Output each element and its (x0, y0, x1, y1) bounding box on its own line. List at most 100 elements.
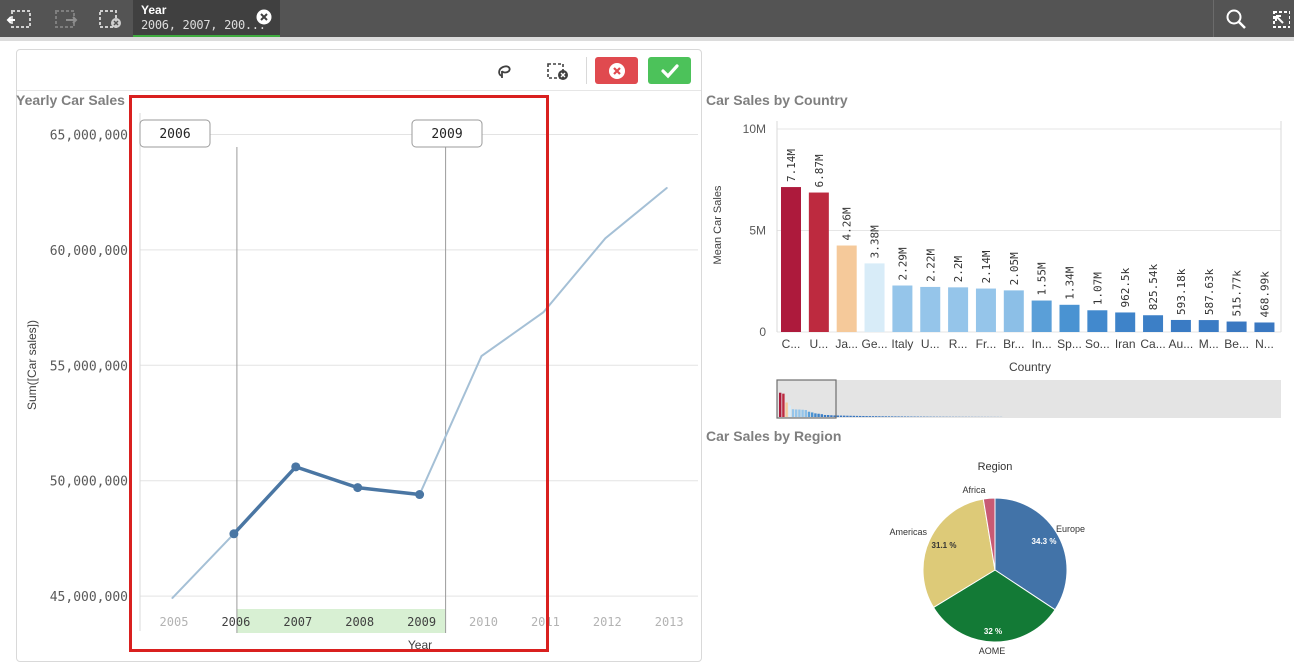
line-point-2005[interactable] (171, 597, 173, 599)
line-point-2008[interactable] (353, 483, 363, 493)
bar-value-label: 593.18k (1175, 268, 1188, 315)
pie-legend-title: Region (978, 461, 1013, 473)
bar-category-label[interactable]: C... (782, 337, 801, 351)
cancel-selection-button[interactable] (595, 57, 638, 84)
range-end-handle[interactable]: 2009 (411, 119, 483, 148)
range-start-handle[interactable]: 2006 (139, 119, 211, 148)
scrollbar-preview-bar (843, 415, 846, 417)
bar-0[interactable] (781, 187, 801, 332)
bar-category-label[interactable]: U... (921, 337, 940, 351)
bar-category-label[interactable]: Ge... (862, 337, 888, 351)
scrollbar-preview-bar (887, 416, 891, 417)
bar-y-axis-title: Mean Car Sales (712, 185, 724, 264)
bar-3[interactable] (864, 263, 885, 332)
bar-12[interactable] (1115, 312, 1136, 332)
line-chart[interactable]: 45,000,000 50,000,000 55,000,000 60,000,000… (0, 0, 700, 670)
bar-14[interactable] (1170, 319, 1191, 332)
scrollbar-preview-bar (830, 415, 833, 417)
bar-category-label[interactable]: U... (810, 337, 829, 351)
line-point-2006[interactable] (229, 529, 239, 539)
bar-17[interactable] (1254, 322, 1275, 332)
bar-6[interactable] (948, 287, 969, 332)
line-series-path (171, 186, 668, 600)
bar-10[interactable] (1059, 304, 1080, 332)
x-tick-label[interactable]: 2008 (345, 615, 374, 629)
x-tick-label[interactable]: 2012 (593, 615, 622, 629)
lasso-button[interactable] (493, 60, 517, 82)
bar-1[interactable] (808, 192, 829, 332)
step-forward-button[interactable] (46, 0, 86, 37)
x-tick-label[interactable]: 2007 (283, 615, 312, 629)
scrollbar-track[interactable] (777, 380, 1281, 418)
check-icon (660, 63, 679, 78)
bar-value-label: 2.14M (980, 250, 993, 283)
clear-selection-button[interactable] (545, 60, 571, 82)
line-point-2011[interactable] (542, 311, 544, 313)
y-tick-label: 50,000,000 (50, 475, 128, 490)
pie-slice-africa[interactable] (982, 497, 996, 571)
x-tick-label[interactable]: 2013 (655, 615, 684, 629)
bar-15[interactable] (1198, 320, 1219, 332)
bar-2[interactable] (836, 245, 857, 332)
scrollbar-thumb[interactable] (776, 379, 837, 419)
clear-all-selections-button[interactable] (90, 0, 130, 37)
bar-8[interactable] (1003, 290, 1024, 332)
bar-9[interactable] (1031, 300, 1052, 332)
scrollbar-preview-bar (811, 412, 814, 417)
step-back-button[interactable] (0, 0, 40, 37)
bar-value-label: 7.14M (785, 149, 798, 182)
bar-13[interactable] (1143, 315, 1164, 332)
bar-chart[interactable]: 0 5M 10M Mean Car Sales Country 7.14M C... 6.8… (700, 110, 1294, 422)
pie-slice-name-label: AOME (979, 646, 1006, 656)
line-point-2013[interactable] (666, 187, 668, 189)
x-tick-label[interactable]: 2005 (160, 615, 189, 629)
pie-chart[interactable]: Region Europe 34.3 % AOME 32 % Americas 31.1 … (860, 450, 1140, 665)
line-selected-path (232, 464, 420, 535)
search-button[interactable] (1216, 0, 1256, 37)
bar-category-label[interactable]: Iran (1115, 337, 1136, 351)
confirm-selection-button[interactable] (648, 57, 691, 84)
bar-category-label[interactable]: N... (1255, 337, 1274, 351)
line-point-2012[interactable] (604, 237, 606, 239)
bar-category-label[interactable]: In... (1032, 337, 1052, 351)
pie-slice-americas[interactable] (922, 498, 996, 609)
bar-category-label[interactable]: Fr... (976, 337, 997, 351)
x-tick-label[interactable]: 2011 (531, 615, 560, 629)
bar-category-label[interactable]: Italy (891, 337, 913, 351)
bar-5[interactable] (920, 286, 941, 332)
scrollbar-preview-bar (788, 405, 791, 417)
bar-category-label[interactable]: Au... (1169, 337, 1194, 351)
pie-slice-name-label: Africa (962, 485, 985, 495)
bar-category-label[interactable]: Be... (1224, 337, 1249, 351)
bar-value-label: 6.87M (813, 154, 826, 187)
bar-4[interactable] (892, 285, 913, 332)
clear-selection-icon (547, 63, 568, 80)
toolbar-divider (586, 57, 587, 84)
x-tick-label[interactable]: 2010 (469, 615, 498, 629)
bar-category-label[interactable]: M... (1199, 337, 1219, 351)
scrollbar-preview-bar (820, 414, 823, 417)
bar-category-label[interactable]: Ca... (1140, 337, 1165, 351)
pie-chart-title: Car Sales by Region (706, 428, 842, 444)
bar-category-label[interactable]: So... (1085, 337, 1110, 351)
selection-chip-year[interactable]: Year 2006, 2007, 200... (133, 0, 280, 37)
bar-category-label[interactable]: Sp... (1057, 337, 1082, 351)
line-point-2007[interactable] (291, 462, 301, 472)
bar-11[interactable] (1087, 310, 1108, 332)
bar-chart-scrollbar[interactable] (776, 379, 1281, 419)
bar-category-label[interactable]: Ja... (835, 337, 858, 351)
line-point-2010[interactable] (481, 355, 482, 357)
scrollbar-preview-bar (862, 415, 865, 417)
selections-tool-button[interactable] (1262, 0, 1294, 37)
bar-16[interactable] (1226, 321, 1247, 332)
bar-category-label[interactable]: R... (949, 337, 968, 351)
bar-value-label: 1.07M (1091, 272, 1104, 305)
line-point-2009[interactable] (415, 490, 425, 500)
x-tick-label[interactable]: 2009 (407, 615, 436, 629)
pie-slice-aome[interactable] (932, 569, 1056, 643)
bar-7[interactable] (975, 288, 996, 332)
scrollbar-preview-bar (795, 409, 798, 417)
clear-selection-icon[interactable] (256, 9, 272, 25)
bar-category-label[interactable]: Br... (1003, 337, 1024, 351)
x-tick-label[interactable]: 2006 (221, 615, 250, 629)
